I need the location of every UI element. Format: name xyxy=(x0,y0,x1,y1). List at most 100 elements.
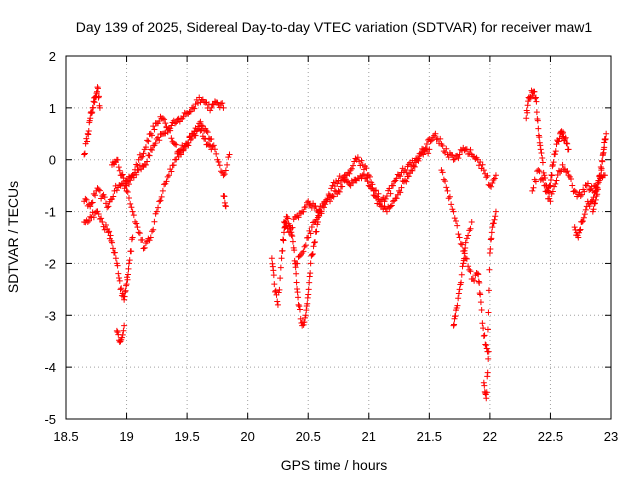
data-point xyxy=(139,236,146,243)
data-point xyxy=(226,151,233,158)
data-point xyxy=(480,333,487,340)
data-point xyxy=(307,270,314,277)
x-tick-label: 20.5 xyxy=(296,429,321,444)
data-point xyxy=(467,146,474,153)
data-point xyxy=(95,210,102,217)
data-point xyxy=(449,152,456,159)
data-point xyxy=(284,225,291,232)
data-point xyxy=(445,195,452,202)
data-point xyxy=(162,120,169,127)
data-point xyxy=(405,173,412,180)
x-tick-label: 22.5 xyxy=(538,429,563,444)
data-point xyxy=(132,166,139,173)
data-point xyxy=(488,235,495,242)
data-point xyxy=(457,240,464,247)
data-point xyxy=(164,173,171,180)
data-point xyxy=(126,257,133,264)
data-point xyxy=(483,395,490,402)
data-point xyxy=(531,88,538,95)
data-point xyxy=(552,180,559,187)
data-point xyxy=(140,245,147,252)
data-point xyxy=(184,141,191,148)
data-point xyxy=(295,294,302,301)
data-point xyxy=(450,156,457,163)
data-point xyxy=(125,265,132,272)
data-point xyxy=(116,277,123,284)
data-point xyxy=(563,169,570,176)
data-point xyxy=(577,226,584,233)
data-point xyxy=(456,234,463,241)
data-point xyxy=(94,85,101,92)
data-point xyxy=(523,115,530,122)
data-point xyxy=(155,134,162,141)
data-point xyxy=(168,135,175,142)
data-point xyxy=(536,134,543,141)
data-point xyxy=(475,162,482,169)
data-point xyxy=(593,187,600,194)
data-point xyxy=(274,298,281,305)
data-point xyxy=(220,172,227,179)
data-point xyxy=(390,182,396,189)
data-point xyxy=(83,196,90,203)
data-point xyxy=(537,146,544,153)
data-point xyxy=(305,286,312,293)
data-point xyxy=(180,113,187,120)
data-point xyxy=(159,115,166,122)
data-point xyxy=(330,193,337,200)
data-point xyxy=(111,249,118,256)
data-point xyxy=(89,199,96,206)
x-tick-label: 21.5 xyxy=(417,429,442,444)
data-point xyxy=(533,98,540,105)
data-point xyxy=(477,299,484,306)
data-point xyxy=(334,180,341,187)
x-tick-label: 20 xyxy=(240,429,254,444)
data-point xyxy=(477,291,484,298)
data-point xyxy=(98,215,105,222)
data-point xyxy=(562,134,569,141)
data-point xyxy=(466,266,473,273)
data-point xyxy=(444,187,451,194)
data-point xyxy=(123,281,130,288)
data-point xyxy=(329,193,336,200)
data-point xyxy=(85,128,92,135)
data-point xyxy=(459,241,466,248)
data-point xyxy=(534,117,541,124)
data-point xyxy=(388,202,395,209)
data-point xyxy=(218,100,225,107)
data-point xyxy=(455,155,462,162)
data-point xyxy=(461,255,468,262)
data-point xyxy=(296,306,303,313)
data-point xyxy=(281,218,287,225)
data-point xyxy=(479,161,486,168)
data-point xyxy=(117,338,124,345)
data-point xyxy=(204,129,211,136)
data-point xyxy=(543,188,550,195)
x-tick-label: 19.5 xyxy=(174,429,199,444)
data-point xyxy=(597,172,604,179)
data-point xyxy=(284,215,291,222)
data-point xyxy=(416,152,423,159)
data-point xyxy=(218,168,225,175)
data-point xyxy=(478,306,485,313)
y-tick-label: -1 xyxy=(44,205,56,220)
data-point xyxy=(553,177,560,184)
data-point xyxy=(411,163,418,170)
data-point xyxy=(172,141,178,148)
y-tick-label: -4 xyxy=(44,360,56,375)
data-point xyxy=(113,327,120,334)
data-point xyxy=(432,130,439,137)
data-point xyxy=(118,285,125,292)
data-point xyxy=(208,104,215,111)
data-point xyxy=(299,322,306,329)
data-point xyxy=(402,177,409,184)
data-point xyxy=(119,331,126,338)
data-point xyxy=(408,167,415,174)
data-point xyxy=(393,175,400,182)
data-point xyxy=(483,342,490,349)
data-point xyxy=(221,171,228,178)
data-point xyxy=(568,176,575,183)
data-point xyxy=(127,200,134,207)
data-point xyxy=(163,178,170,185)
data-point xyxy=(302,312,309,319)
